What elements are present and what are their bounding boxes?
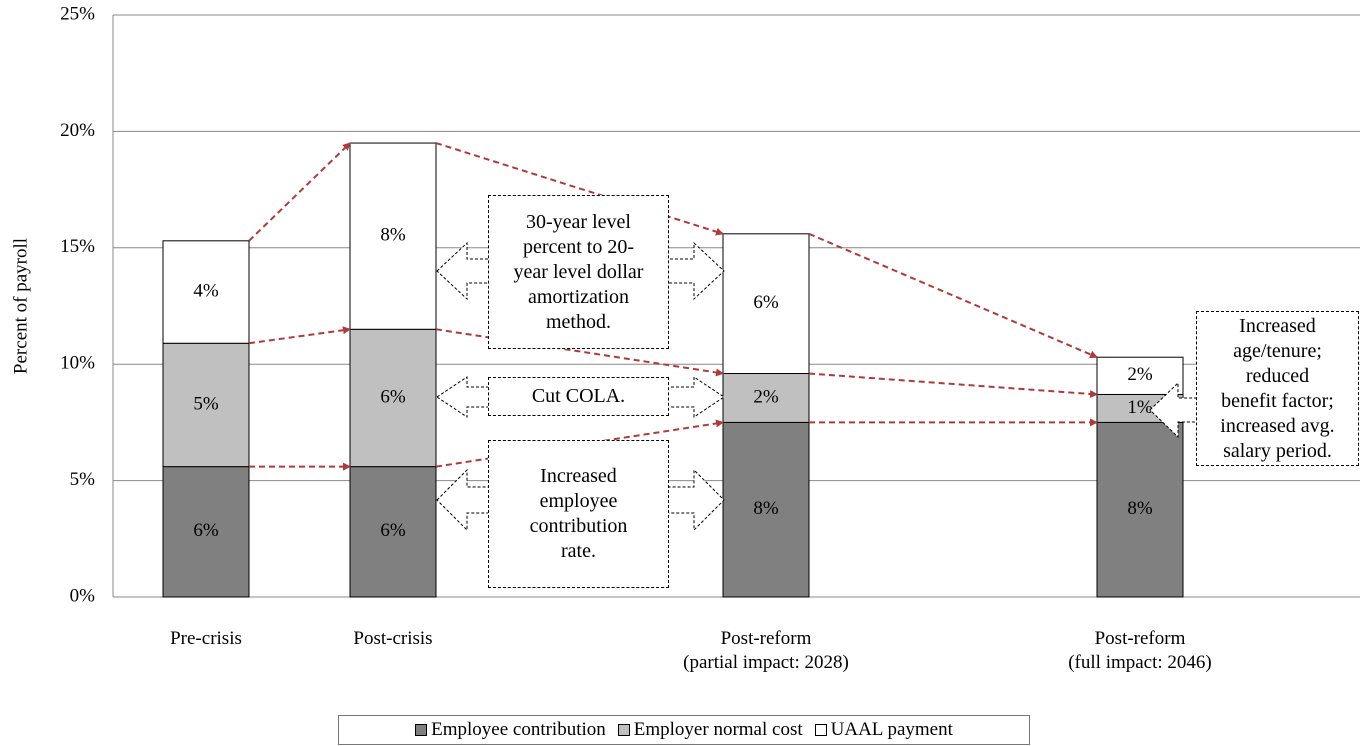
bar-segment: [162, 466, 250, 598]
data-label: 2%: [753, 386, 779, 407]
data-label: 5%: [193, 393, 219, 414]
bar-segment: [349, 142, 437, 330]
data-label: 8%: [1127, 498, 1153, 519]
bar-segment: [162, 342, 250, 468]
connector-arrow: [808, 232, 1098, 359]
data-label: 6%: [380, 386, 406, 407]
connector-arrow: [248, 326, 351, 345]
x-tick-label: Post-crisis: [353, 628, 433, 649]
x-tick-label: Pre-crisis: [170, 628, 242, 649]
annotation: Cut COLA.: [488, 377, 669, 416]
legend-swatch: [617, 724, 630, 736]
annotation: Increased employee contribution rate.: [488, 440, 669, 588]
y-tick-label: 20%: [60, 120, 95, 141]
x-tick-label: Post-reform (partial impact: 2028): [683, 628, 849, 673]
legend-item: Employer normal cost: [617, 719, 803, 741]
connector-arrow: [435, 142, 724, 236]
data-label: 8%: [753, 498, 779, 519]
annotation: 30-year level percent to 20- year level …: [488, 195, 669, 349]
connector-arrow: [808, 372, 1098, 398]
data-label: 8%: [380, 225, 406, 246]
bar-segment: [722, 421, 810, 598]
data-label: 6%: [193, 520, 219, 541]
data-label: 6%: [380, 520, 406, 541]
y-tick-label: 25%: [60, 3, 95, 24]
legend-label: UAAL payment: [830, 719, 953, 740]
y-tick-label: 5%: [70, 469, 96, 490]
y-tick-label: 0%: [70, 585, 96, 606]
y-tick-label: 10%: [60, 353, 95, 374]
bar-segment: [722, 373, 810, 423]
legend-item: UAAL payment: [814, 719, 953, 741]
bar-segment: [722, 233, 810, 375]
y-axis-label: Percent of payroll: [10, 238, 31, 374]
x-tick-label: Post-reform (full impact: 2046): [1068, 628, 1212, 673]
legend: Employee contribution Employer normal cos…: [338, 715, 1030, 745]
legend-label: Employer normal cost: [633, 719, 803, 740]
y-tick-label: 15%: [60, 236, 95, 257]
bar-segment: [1096, 421, 1184, 598]
bar-segment: [162, 240, 250, 344]
legend-item: Employee contribution: [415, 719, 606, 741]
data-label: 1%: [1127, 397, 1153, 418]
connector-arrow: [248, 142, 351, 242]
data-label: 4%: [193, 280, 219, 301]
data-label: 2%: [1127, 364, 1153, 385]
bar-segment: [1096, 356, 1184, 395]
legend-label: Employee contribution: [431, 719, 606, 740]
legend-swatch: [814, 724, 827, 736]
annotation: Increased age/tenure; reduced benefit fa…: [1196, 311, 1359, 466]
legend-swatch: [415, 724, 428, 736]
connector-arrow: [435, 328, 724, 377]
data-label: 6%: [753, 292, 779, 313]
